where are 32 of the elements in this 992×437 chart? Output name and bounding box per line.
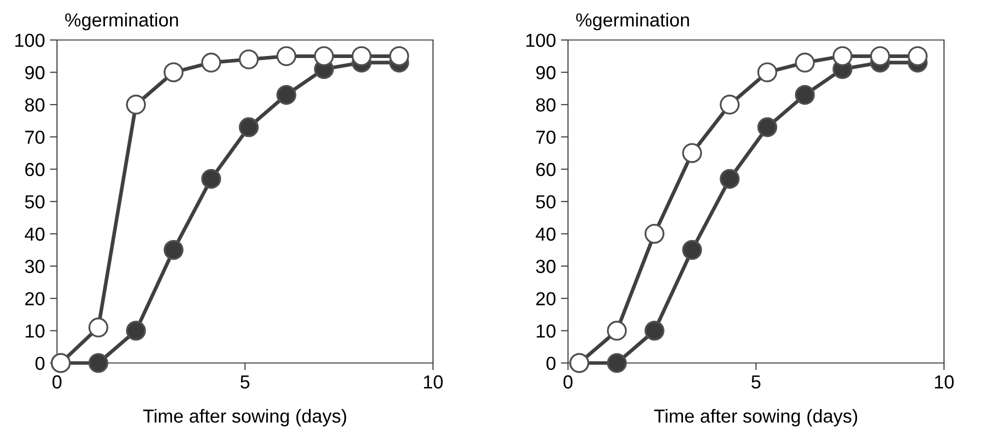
x-tick-label: 10 [424, 375, 443, 389]
y-tick-label: 100 [526, 34, 556, 47]
y-tick-label: 30 [25, 260, 44, 274]
y-tick-label: 20 [536, 292, 556, 306]
y-tick-label: 90 [25, 66, 44, 80]
y-tick-label: 60 [25, 162, 44, 176]
y-tick-label: 50 [536, 195, 556, 208]
x-tick-label: 0 [564, 375, 572, 389]
y-tick-label: 0 [546, 356, 556, 370]
y-tick-label: 50 [25, 195, 44, 208]
y-tick-label: 80 [536, 98, 556, 112]
y-tick-label: 40 [536, 228, 556, 241]
y-tick-label: 90 [536, 66, 556, 80]
y-tick-label: 80 [25, 98, 44, 112]
x-tick-label: 5 [240, 375, 250, 389]
x-tick-label: 5 [752, 375, 760, 389]
y-tick-label: 60 [536, 162, 556, 176]
y-tick-label: 10 [536, 324, 556, 338]
x-tick-label: 10 [935, 375, 954, 389]
y-tick-label: 10 [26, 324, 44, 338]
x-axis-title: Time after sowing (days) [654, 408, 858, 426]
y-axis-title: %germination [65, 12, 178, 30]
x-tick-label: 0 [52, 375, 62, 389]
y-tick-label: 20 [25, 292, 44, 306]
y-tick-label: 70 [25, 130, 44, 144]
y-tick-label: 70 [536, 130, 556, 144]
y-tick-label: 0 [36, 356, 44, 370]
y-tick-label: 100 [15, 34, 44, 47]
y-tick-label: 30 [536, 260, 556, 274]
y-axis-title: %germination [576, 12, 689, 30]
x-axis-title: Time after sowing (days) [143, 408, 346, 426]
y-tick-label: 40 [24, 228, 44, 241]
